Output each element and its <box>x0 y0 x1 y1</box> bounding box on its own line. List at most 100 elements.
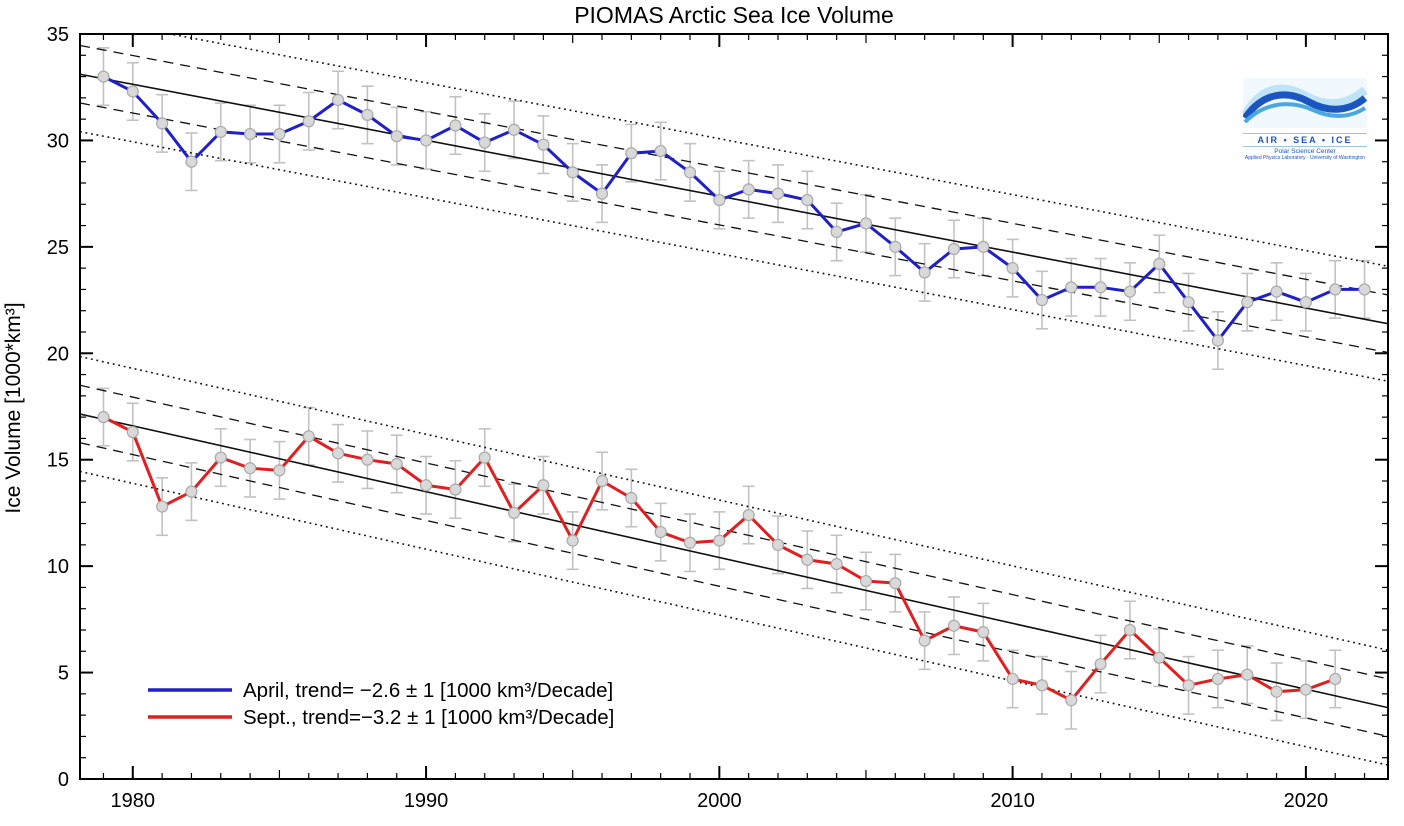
data-point-marker <box>185 155 198 168</box>
trend-line <box>80 73 1388 325</box>
x-axis-ticks: 1980 1990 2000 2010 2020 <box>102 34 1366 812</box>
data-point-marker <box>918 266 931 279</box>
data-point-marker <box>243 127 257 141</box>
data-point-marker <box>1329 283 1342 296</box>
trend-band-dashed-lower <box>80 102 1388 354</box>
markers-september <box>97 411 1342 707</box>
data-point-marker <box>566 166 579 179</box>
data-point-marker <box>859 574 873 588</box>
data-point-marker <box>1182 296 1195 309</box>
y-tick-label: 0 <box>58 769 69 791</box>
data-point-marker <box>331 93 345 107</box>
data-point-marker <box>361 108 374 121</box>
data-point-marker <box>1241 668 1254 681</box>
y-tick-label: 10 <box>47 556 69 578</box>
y-tick-label: 35 <box>47 24 69 46</box>
data-point-marker <box>654 525 667 539</box>
data-point-marker <box>1270 685 1283 698</box>
data-point-marker <box>1329 672 1342 686</box>
data-point-marker <box>1035 679 1049 692</box>
data-layer <box>80 34 1388 766</box>
data-point-marker <box>713 193 726 207</box>
data-point-marker <box>478 136 491 149</box>
logo-air-sea-ice-text: AIR • SEA • ICE <box>1243 133 1367 147</box>
data-point-marker <box>801 553 814 566</box>
data-point-marker <box>889 577 902 590</box>
trend-band-dotted-upper <box>166 34 1388 268</box>
markers-april <box>97 70 1371 347</box>
data-point-marker <box>742 508 755 522</box>
data-point-marker <box>331 447 345 460</box>
data-point-marker <box>273 127 286 141</box>
trend-band-dashed-upper <box>80 44 1388 296</box>
logo-apl-text: Applied Physics Laboratory · University … <box>1244 155 1366 161</box>
data-point-marker <box>1065 694 1078 707</box>
data-point-marker <box>361 453 374 466</box>
y-tick-label: 25 <box>47 237 69 259</box>
trend-band-dashed-upper <box>80 384 1388 680</box>
trend-april <box>80 34 1388 382</box>
data-point-marker <box>683 166 697 179</box>
trend-band-dotted-lower <box>80 130 1388 382</box>
data-point-marker <box>214 125 227 139</box>
y-tick-label: 30 <box>47 130 69 152</box>
data-point-marker <box>1211 672 1225 686</box>
data-point-marker <box>1006 672 1019 686</box>
data-point-marker <box>947 619 961 632</box>
data-point-marker <box>449 119 462 132</box>
trend-band-dashed-lower <box>80 442 1388 738</box>
data-point-marker <box>1182 679 1195 692</box>
plot-area: 1980 1990 2000 2010 2020 0 5 10 15 20 25 30 35 <box>47 24 1389 812</box>
data-point-marker <box>1299 683 1312 696</box>
data-point-marker <box>830 557 843 571</box>
data-point-marker <box>1065 281 1078 294</box>
data-point-marker <box>977 626 990 639</box>
data-point-marker <box>1035 293 1049 307</box>
data-point-marker <box>537 479 550 492</box>
data-point-marker <box>156 117 169 130</box>
x-tick-label: 1990 <box>404 790 449 812</box>
data-point-marker <box>302 115 315 128</box>
data-point-marker <box>1358 283 1371 296</box>
data-point-marker <box>243 462 257 475</box>
data-point-marker <box>625 491 638 505</box>
data-point-marker <box>830 225 843 239</box>
series-line-april <box>102 75 1365 343</box>
data-point-marker <box>771 187 785 200</box>
data-point-marker <box>419 134 433 147</box>
legend-label-september: Sept., trend=−3.2 ± 1 [1000 km³/Decade] <box>243 706 614 729</box>
data-point-marker <box>713 534 726 547</box>
x-tick-label: 2010 <box>990 790 1035 812</box>
logo-psc-text: Polar Science Center <box>1274 148 1336 155</box>
data-point-marker <box>801 193 814 207</box>
legend: April, trend= −2.6 ± 1 [1000 km³/Decade]… <box>148 679 614 729</box>
data-point-marker <box>214 451 227 464</box>
data-point-marker <box>1153 651 1166 664</box>
data-point-marker <box>1006 262 1019 275</box>
data-point-marker <box>1153 257 1166 270</box>
data-point-marker <box>185 485 198 498</box>
data-point-marker <box>771 538 785 551</box>
x-tick-label: 2000 <box>697 790 742 812</box>
data-point-marker <box>742 183 755 196</box>
data-point-marker <box>126 85 139 98</box>
data-point-marker <box>419 479 433 492</box>
data-point-marker <box>97 411 110 424</box>
data-point-marker <box>1123 623 1137 637</box>
legend-label-april: April, trend= −2.6 ± 1 [1000 km³/Decade] <box>243 679 613 702</box>
chart-title: PIOMAS Arctic Sea Ice Volume <box>574 2 894 28</box>
data-point-marker <box>654 144 667 158</box>
data-point-marker <box>507 506 521 520</box>
data-point-marker <box>537 138 550 151</box>
trend-band-dotted-upper <box>80 355 1388 651</box>
data-point-marker <box>595 187 609 200</box>
data-point-marker <box>273 464 286 477</box>
data-point-marker <box>1123 285 1137 298</box>
data-point-marker <box>947 242 961 256</box>
data-point-marker <box>1299 296 1312 309</box>
data-point-marker <box>449 483 462 496</box>
plot-frame <box>79 33 1389 780</box>
data-point-marker <box>889 240 902 253</box>
